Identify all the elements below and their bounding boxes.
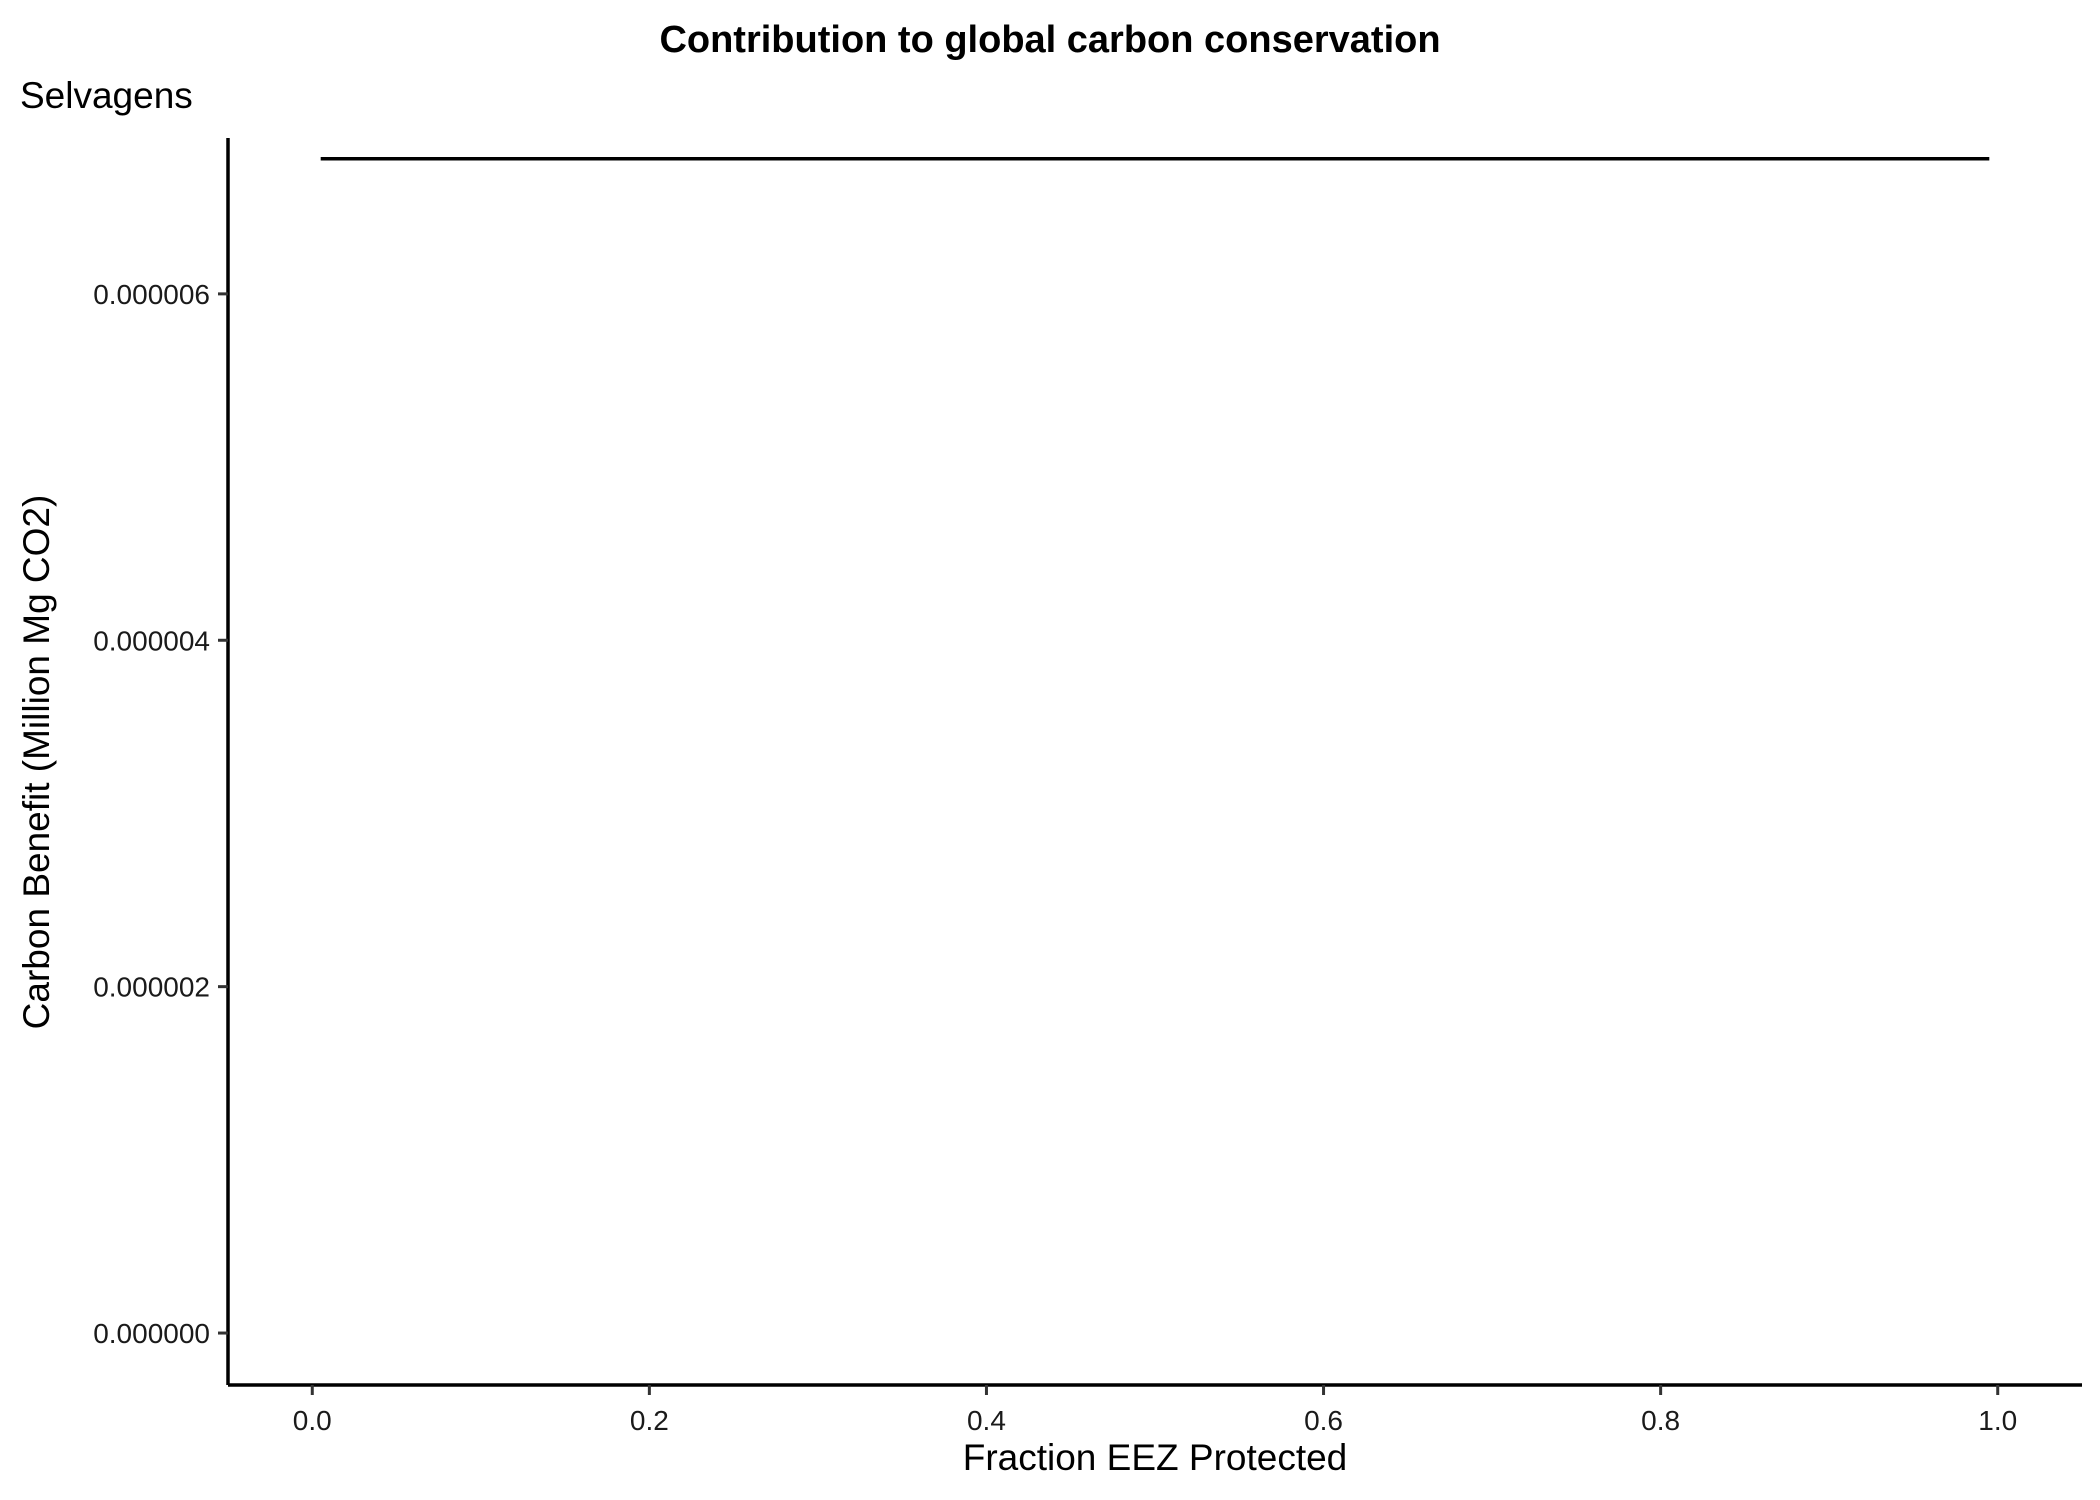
- x-tick-label: 0.4: [967, 1405, 1006, 1436]
- chart-subtitle: Selvagens: [20, 75, 193, 116]
- x-tick-label: 1.0: [1978, 1405, 2017, 1436]
- x-tick-label: 0.8: [1641, 1405, 1680, 1436]
- y-tick-label: 0.000002: [93, 972, 210, 1003]
- y-ticks: 0.000000 0.000002 0.000004 0.000006: [93, 279, 228, 1349]
- y-tick-label: 0.000006: [93, 279, 210, 310]
- chart-title: Contribution to global carbon conservati…: [659, 19, 1440, 61]
- x-tick-label: 0.6: [1304, 1405, 1343, 1436]
- x-axis-title: Fraction EEZ Protected: [963, 1437, 1348, 1478]
- x-tick-label: 0.0: [293, 1405, 332, 1436]
- y-axis-title: Carbon Benefit (Million Mg CO2): [16, 495, 57, 1030]
- x-ticks: 0.0 0.2 0.4 0.6 0.8 1.0: [293, 1385, 2017, 1436]
- x-tick-label: 0.2: [630, 1405, 669, 1436]
- y-tick-label: 0.000004: [93, 625, 210, 656]
- y-tick-label: 0.000000: [93, 1318, 210, 1349]
